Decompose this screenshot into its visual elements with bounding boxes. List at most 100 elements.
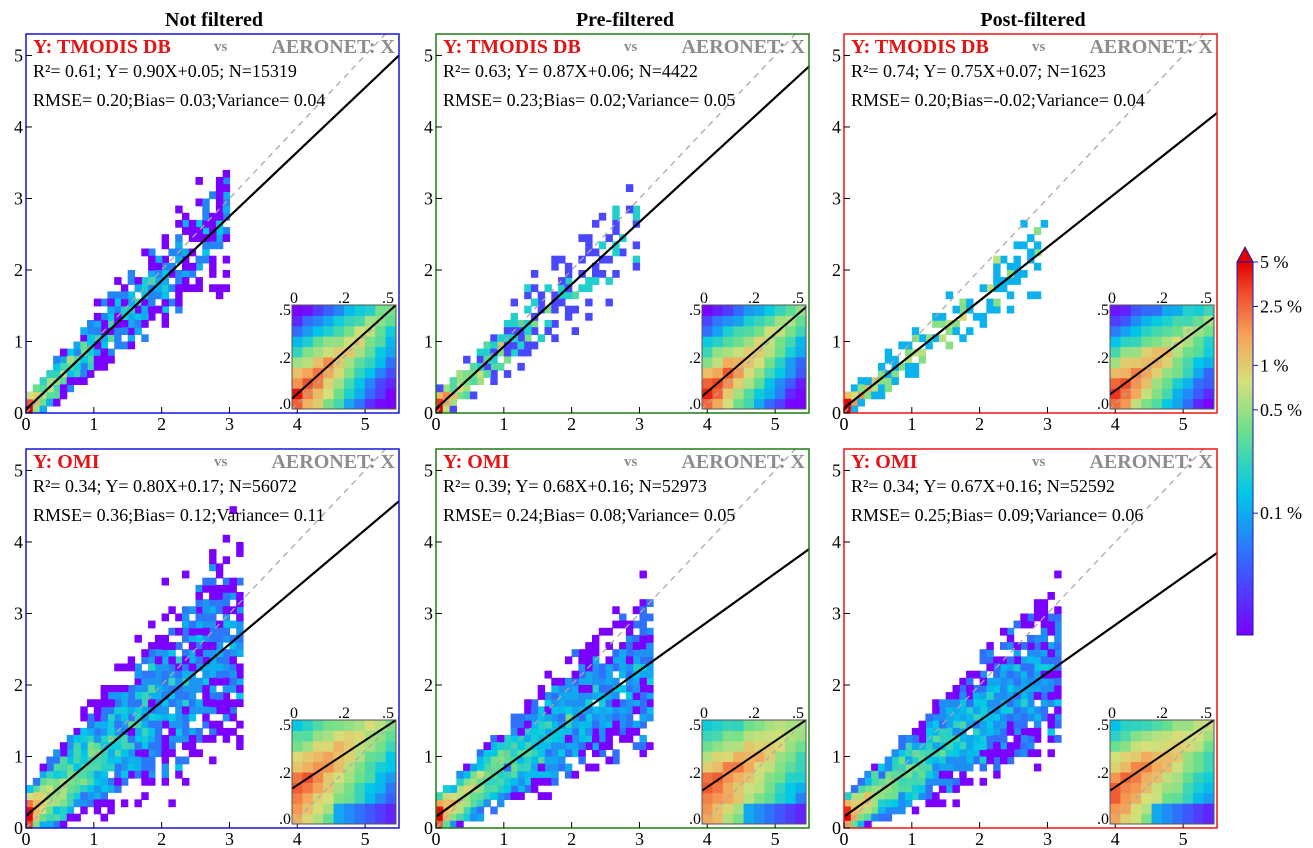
density-cell xyxy=(476,355,485,364)
density-cell xyxy=(517,756,525,765)
density-cell xyxy=(625,692,634,700)
density-cell xyxy=(911,327,920,335)
density-cell xyxy=(945,770,954,779)
density-cell xyxy=(127,692,136,700)
density-cell xyxy=(154,277,163,285)
x-tick-label: 0 xyxy=(22,829,31,848)
density-cell xyxy=(127,770,136,779)
density-cell xyxy=(209,592,217,600)
density-cell xyxy=(46,813,54,822)
density-cell xyxy=(87,720,95,729)
density-cell xyxy=(1013,649,1021,657)
stats-line-2: RMSE= 0.20;Bias= 0.03;Variance= 0.04 xyxy=(33,90,325,110)
density-cell xyxy=(32,785,41,793)
density-cell xyxy=(483,756,491,765)
density-cell xyxy=(442,391,451,400)
density-cell xyxy=(236,670,244,679)
density-cell xyxy=(925,341,933,350)
density-cell xyxy=(73,813,81,822)
inset-y-tick-label: .5 xyxy=(279,302,291,319)
density-cell xyxy=(1027,685,1035,693)
y-tick-label: 2 xyxy=(424,260,433,280)
density-cell xyxy=(891,355,899,364)
panel-frame xyxy=(435,448,810,829)
density-cell xyxy=(127,327,136,335)
density-cell xyxy=(932,720,940,729)
inset-cell xyxy=(722,325,734,337)
density-cell xyxy=(161,613,169,622)
density-cell xyxy=(639,634,647,643)
inset-cell xyxy=(1203,740,1214,752)
density-cell xyxy=(530,284,539,293)
density-cell xyxy=(891,792,899,800)
inset-cell xyxy=(312,751,324,763)
vs-label: vs xyxy=(1032,39,1046,55)
inset-cell xyxy=(1120,357,1132,368)
density-cell xyxy=(564,305,573,314)
density-cell xyxy=(578,699,586,708)
density-cell xyxy=(959,334,967,343)
density-cell xyxy=(141,284,149,293)
density-cell xyxy=(850,792,859,800)
inset-frame xyxy=(291,304,397,410)
density-cell xyxy=(646,663,654,672)
inset-cell xyxy=(764,377,776,389)
density-cell xyxy=(222,677,231,686)
density-cell xyxy=(53,749,61,758)
regression-line xyxy=(844,112,1217,409)
density-cell xyxy=(114,685,122,693)
density-cell xyxy=(524,756,532,765)
density-cell xyxy=(517,792,525,800)
density-cell xyxy=(1006,670,1015,679)
inset-cell xyxy=(722,803,734,815)
density-cell xyxy=(1006,642,1015,650)
inset-cell xyxy=(302,367,314,379)
inset-cell xyxy=(1172,346,1184,358)
inset-cell xyxy=(702,751,713,763)
density-cell xyxy=(952,685,960,693)
density-cell xyxy=(871,806,879,815)
density-cell xyxy=(537,685,546,693)
density-cell xyxy=(148,255,156,264)
density-cell xyxy=(100,341,108,350)
density-cell xyxy=(891,785,899,793)
density-cell xyxy=(530,706,539,715)
density-cell xyxy=(1027,234,1035,242)
inset-cell xyxy=(1203,730,1214,742)
density-cell xyxy=(182,742,190,750)
density-cell xyxy=(938,706,947,715)
density-cell xyxy=(80,742,88,750)
density-cell xyxy=(209,634,217,643)
density-cell xyxy=(215,584,224,593)
density-cell xyxy=(195,592,203,600)
density-cell xyxy=(66,742,75,750)
density-cell xyxy=(120,735,129,743)
inset-cell xyxy=(743,740,755,752)
inset-cell xyxy=(1162,305,1173,316)
density-cell xyxy=(1027,613,1035,622)
inset-cell xyxy=(344,305,355,316)
density-cell xyxy=(551,298,559,307)
density-cell xyxy=(442,785,451,793)
stats-line-1: R²= 0.61; Y= 0.90X+0.05; N=15319 xyxy=(33,61,297,81)
density-cell xyxy=(209,599,217,607)
density-cell xyxy=(87,727,95,736)
density-cell xyxy=(32,405,41,413)
density-cell xyxy=(619,613,627,622)
density-cell xyxy=(120,713,129,722)
density-cell xyxy=(932,735,940,743)
inset-cell xyxy=(1172,813,1184,824)
inset-cell xyxy=(375,336,387,348)
density-cell xyxy=(612,727,620,736)
inset-cell xyxy=(764,357,776,368)
density-cell xyxy=(639,713,647,722)
density-cell xyxy=(871,770,879,779)
density-cell xyxy=(1033,649,1042,657)
density-cell xyxy=(120,706,129,715)
density-cell xyxy=(436,799,444,808)
density-cell xyxy=(537,770,546,779)
density-cell xyxy=(898,799,906,808)
density-cell xyxy=(898,362,906,371)
inset-cell xyxy=(1141,782,1153,794)
density-cell xyxy=(1040,627,1049,636)
